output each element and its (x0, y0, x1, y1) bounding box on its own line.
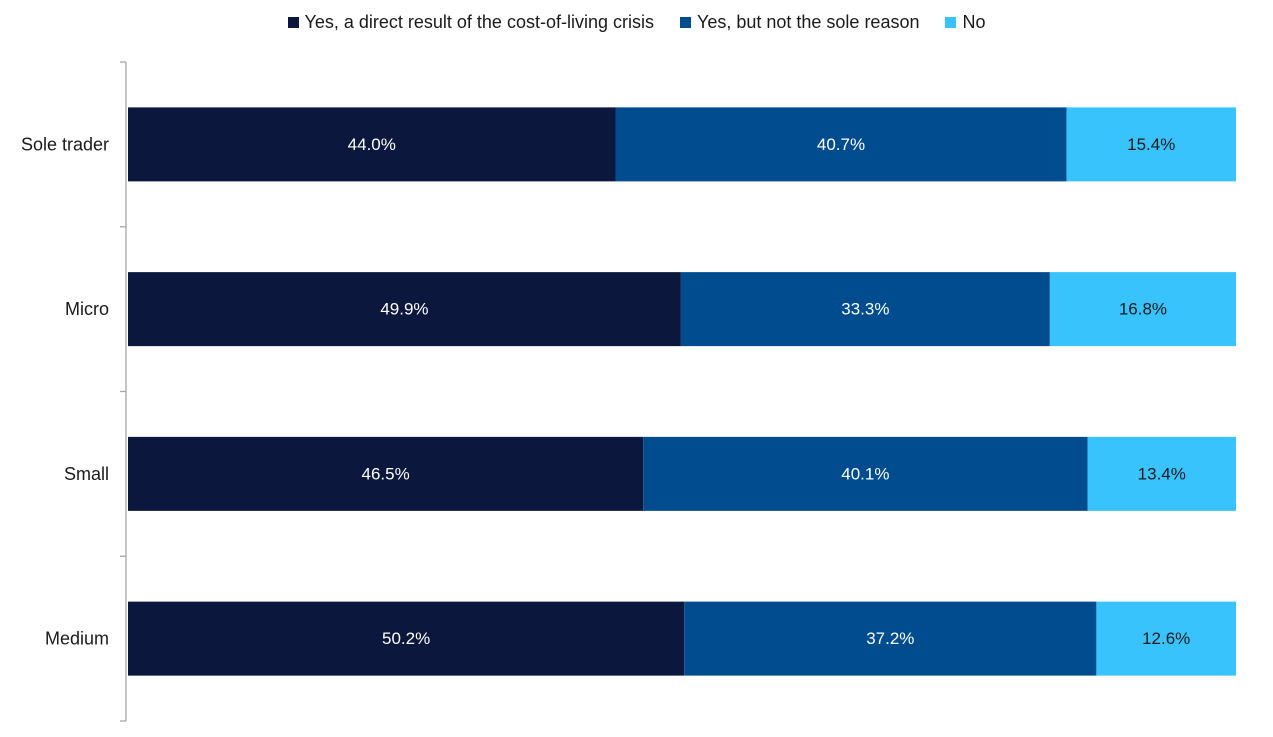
bar-segment (1087, 436, 1236, 511)
data-label: 15.4% (1127, 135, 1175, 154)
legend-item: Yes, a direct result of the cost-of-livi… (287, 12, 654, 33)
legend-item: Yes, but not the sole reason (679, 12, 920, 33)
data-label: 40.1% (841, 464, 889, 483)
data-label: 12.6% (1142, 629, 1190, 648)
data-label: 37.2% (866, 629, 914, 648)
chart-legend: Yes, a direct result of the cost-of-livi… (0, 12, 1273, 33)
data-label: 16.8% (1119, 300, 1167, 319)
bar-segment (1049, 272, 1236, 347)
category-label: Micro (65, 299, 109, 319)
data-label: 13.4% (1138, 464, 1186, 483)
legend-swatch (679, 17, 691, 28)
bar-segment (615, 107, 1067, 182)
data-label: 50.2% (382, 629, 430, 648)
bar-segment (1096, 601, 1236, 676)
legend-swatch (287, 17, 299, 28)
legend-item: No (945, 12, 986, 33)
data-label: 44.0% (348, 135, 396, 154)
data-label: 49.9% (380, 300, 428, 319)
bar-segment (1066, 107, 1236, 182)
legend-label: Yes, a direct result of the cost-of-livi… (304, 12, 654, 32)
bar-segment (128, 436, 644, 511)
bar-segment (680, 272, 1050, 347)
legend-label: No (962, 12, 986, 32)
legend-label: Yes, but not the sole reason (696, 12, 920, 32)
data-label: 33.3% (841, 300, 889, 319)
category-label: Medium (45, 629, 109, 649)
data-label: 46.5% (362, 464, 410, 483)
data-label: 40.7% (817, 135, 865, 154)
category-label: Small (64, 464, 109, 484)
bar-segment (128, 107, 616, 182)
bar-segment (128, 601, 685, 676)
legend-swatch (945, 17, 957, 28)
bar-segment (128, 272, 681, 347)
bar-segment (684, 601, 1097, 676)
category-label: Sole trader (21, 134, 109, 154)
bar-segment (643, 436, 1088, 511)
